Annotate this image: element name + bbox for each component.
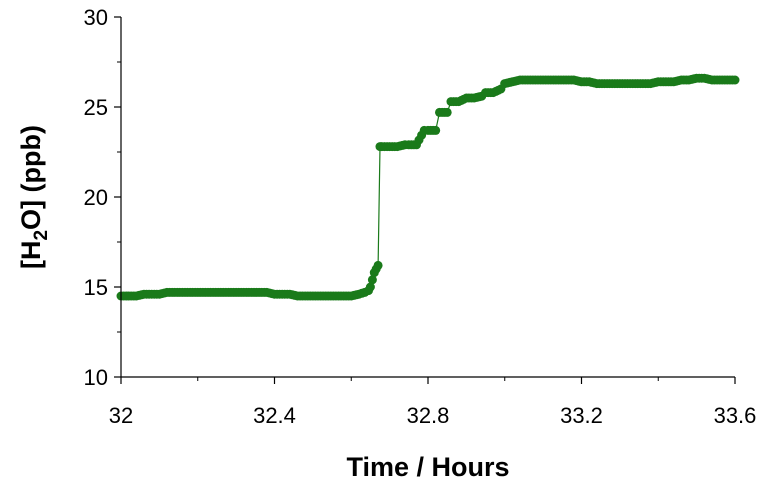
y-tick-label: 30	[84, 5, 108, 30]
y-tick-label: 10	[84, 365, 108, 390]
x-axis-title: Time / Hours	[346, 452, 509, 482]
y-axis-title-prefix: [H	[16, 241, 46, 270]
series-line	[121, 77, 735, 297]
data-point	[442, 107, 452, 117]
data-point	[367, 275, 377, 285]
x-tick-label: 33.2	[560, 403, 603, 428]
y-axis-title-suffix: O] (ppb)	[16, 125, 46, 230]
y-tick-label: 25	[84, 95, 108, 120]
x-tick-label: 32.8	[407, 403, 450, 428]
data-point	[431, 125, 441, 135]
y-tick-label: 20	[84, 185, 108, 210]
x-tick-label: 32	[109, 403, 133, 428]
x-tick-label: 32.4	[253, 403, 296, 428]
axes: 10 15 20 25 30 32 32.4 32.8 33.2 33.6	[84, 5, 757, 428]
y-axis-title: [H2O] (ppb)	[16, 125, 52, 269]
data-point	[373, 260, 383, 270]
data-point	[365, 282, 375, 292]
data-point	[730, 75, 740, 85]
x-tick-label: 33.6	[714, 403, 757, 428]
y-axis-title-subscript: 2	[31, 230, 52, 241]
plot-area	[116, 73, 740, 301]
y-tick-label: 15	[84, 275, 108, 300]
